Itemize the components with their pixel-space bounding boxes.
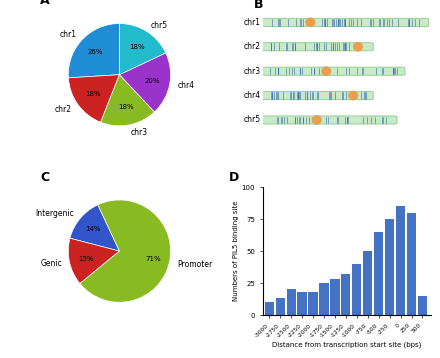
Text: chr1: chr1	[244, 18, 261, 27]
Bar	[330, 279, 340, 315]
Wedge shape	[70, 205, 119, 251]
Text: chr4: chr4	[177, 81, 194, 90]
Text: chr5: chr5	[244, 116, 261, 125]
Text: B: B	[254, 0, 264, 11]
Ellipse shape	[305, 18, 315, 27]
Bar	[374, 232, 383, 315]
Text: Genic: Genic	[40, 259, 62, 268]
Bar	[264, 302, 274, 315]
Wedge shape	[68, 24, 119, 78]
Bar	[352, 264, 361, 315]
Wedge shape	[68, 238, 119, 284]
Bar	[297, 292, 307, 315]
Bar	[407, 213, 416, 315]
Text: Intergenic: Intergenic	[36, 209, 74, 218]
FancyBboxPatch shape	[262, 116, 397, 124]
Ellipse shape	[348, 91, 358, 101]
Bar	[418, 296, 427, 315]
Wedge shape	[101, 75, 154, 126]
X-axis label: Distance from transcription start site (bps): Distance from transcription start site (…	[272, 341, 422, 348]
Text: chr3: chr3	[244, 67, 261, 76]
Text: C: C	[40, 171, 49, 184]
Wedge shape	[119, 24, 166, 75]
Bar	[275, 299, 285, 315]
Y-axis label: Numbers of PIL5 binding site: Numbers of PIL5 binding site	[233, 201, 239, 301]
Text: chr3: chr3	[131, 128, 147, 137]
Text: 18%: 18%	[129, 44, 145, 50]
Text: 18%: 18%	[118, 104, 133, 110]
Bar	[396, 206, 405, 315]
Text: Promoter: Promoter	[177, 260, 212, 268]
FancyBboxPatch shape	[262, 67, 405, 75]
Text: chr1: chr1	[59, 30, 77, 39]
Text: 18%: 18%	[85, 91, 100, 97]
Bar	[308, 292, 318, 315]
Text: 20%: 20%	[144, 78, 160, 84]
Text: A: A	[40, 0, 50, 8]
Ellipse shape	[312, 115, 322, 125]
FancyBboxPatch shape	[262, 18, 429, 26]
Bar	[363, 251, 372, 315]
Bar	[385, 219, 394, 315]
Text: D: D	[229, 171, 239, 184]
Text: 15%: 15%	[78, 256, 93, 262]
Text: 14%: 14%	[85, 226, 100, 232]
Ellipse shape	[353, 42, 363, 52]
FancyBboxPatch shape	[262, 43, 373, 51]
Bar	[319, 283, 329, 315]
Text: 71%: 71%	[146, 256, 161, 262]
Text: chr5: chr5	[151, 20, 168, 29]
Wedge shape	[80, 200, 171, 302]
Wedge shape	[119, 53, 171, 112]
FancyBboxPatch shape	[262, 92, 373, 100]
Ellipse shape	[321, 66, 331, 76]
Text: chr4: chr4	[244, 91, 261, 100]
Bar	[341, 274, 350, 315]
Text: 26%: 26%	[88, 49, 103, 55]
Text: chr2: chr2	[55, 105, 72, 114]
Bar	[286, 290, 296, 315]
Wedge shape	[68, 75, 119, 122]
Text: chr2: chr2	[244, 42, 261, 51]
